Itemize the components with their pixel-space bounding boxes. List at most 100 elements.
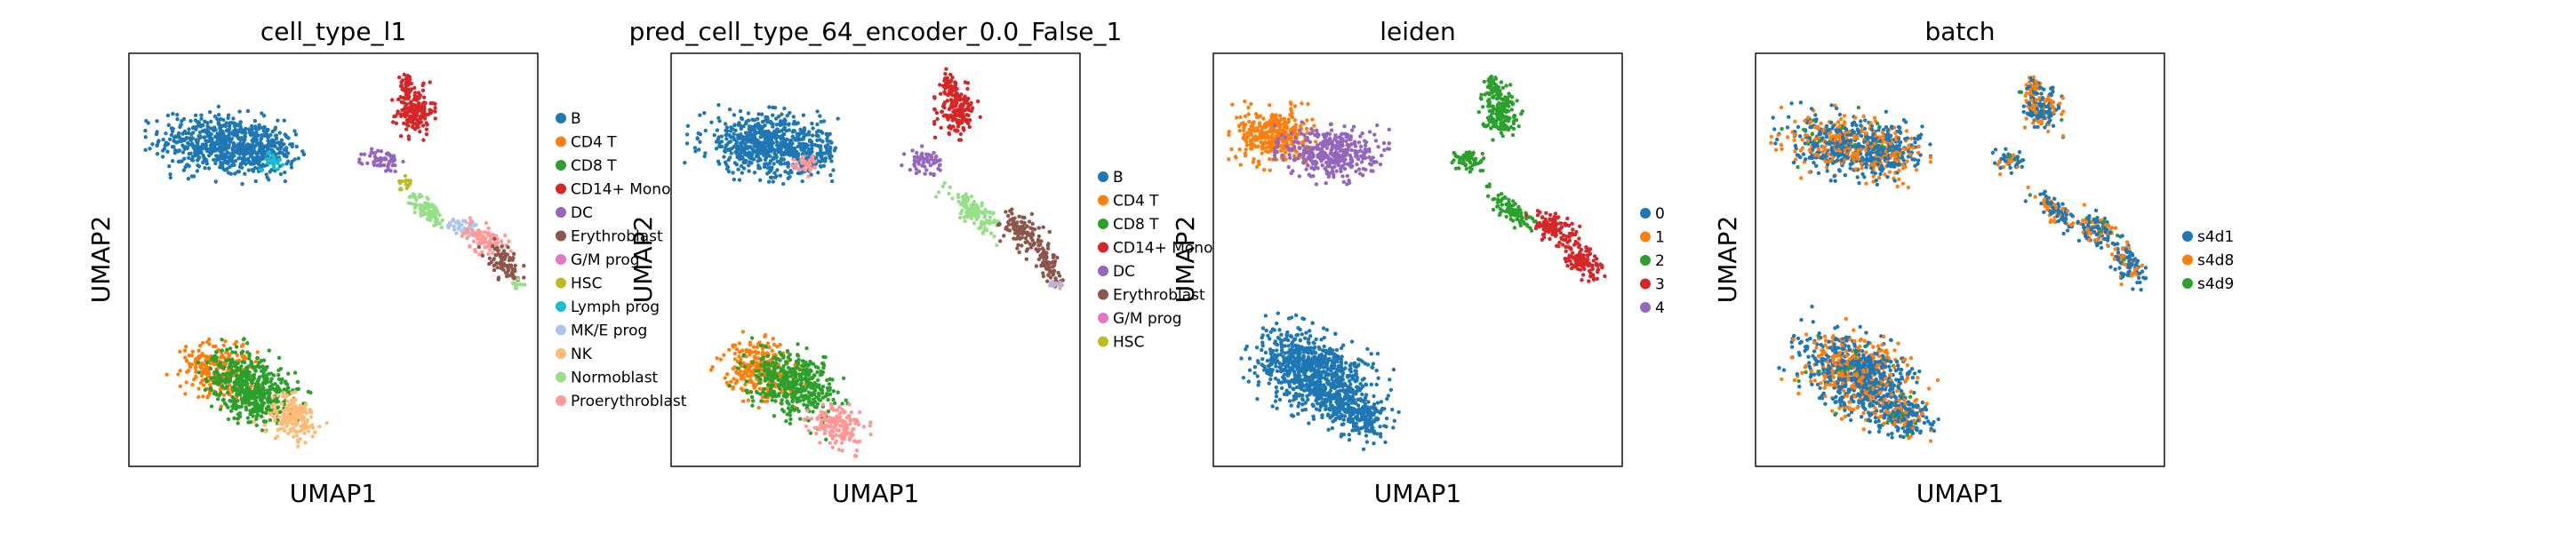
scatter-point xyxy=(252,388,257,394)
scatter-point xyxy=(225,128,230,132)
scatter-point xyxy=(1257,121,1262,125)
scatter-point xyxy=(1261,135,1267,139)
scatter-point xyxy=(473,230,477,235)
scatter-point xyxy=(171,126,175,131)
scatter-point xyxy=(226,379,230,384)
scatter-point xyxy=(482,241,486,245)
scatter-point xyxy=(439,225,444,230)
scatter-point xyxy=(1260,151,1264,155)
scatter-point xyxy=(1002,234,1006,238)
scatter-point xyxy=(369,150,373,155)
scatter-point xyxy=(471,239,476,243)
scatter-point xyxy=(847,437,852,442)
scatter-point xyxy=(988,231,994,235)
scatter-point xyxy=(276,418,280,422)
scatter-point xyxy=(176,372,180,377)
scatter-point xyxy=(195,139,199,144)
scatter-point xyxy=(717,119,722,123)
scatter-point xyxy=(495,245,500,251)
scatter-point xyxy=(718,357,723,362)
scatter-point xyxy=(218,379,222,385)
scatter-point xyxy=(457,222,461,227)
legend-marker xyxy=(556,113,566,123)
scatter-point xyxy=(1047,229,1052,235)
scatter-point xyxy=(776,365,780,370)
scatter-point xyxy=(796,378,800,383)
legend-entry: CD14+ Mono xyxy=(556,181,670,199)
scatter-point xyxy=(771,378,775,383)
scatter-point xyxy=(777,146,781,150)
scatter-point xyxy=(433,101,437,107)
scatter-point xyxy=(283,391,287,395)
scatter-point xyxy=(839,441,844,445)
scatter-point xyxy=(476,236,480,242)
scatter-point xyxy=(406,201,411,205)
scatter-point xyxy=(269,149,275,154)
scatter-point xyxy=(1244,147,1248,152)
scatter-point xyxy=(236,366,241,370)
scatter-point xyxy=(276,140,280,145)
scatter-point xyxy=(382,163,387,168)
scatter-point xyxy=(723,149,728,154)
scatter-point xyxy=(293,414,298,418)
scatter-point xyxy=(302,431,307,435)
scatter-point xyxy=(368,154,372,158)
scatter-point xyxy=(838,415,843,419)
scatter-point xyxy=(831,168,836,172)
scatter-point xyxy=(484,244,490,250)
scatter-point xyxy=(782,106,787,111)
scatter-point xyxy=(1243,114,1248,118)
scatter-point xyxy=(222,168,227,172)
scatter-point xyxy=(807,138,812,142)
scatter-point xyxy=(781,410,787,414)
scatter-point xyxy=(796,353,800,357)
scatter-point xyxy=(495,266,500,270)
scatter-point xyxy=(285,386,290,391)
scatter-point xyxy=(233,171,237,176)
scatter-point xyxy=(292,429,297,434)
scatter-point xyxy=(983,207,988,212)
scatter-point xyxy=(400,87,404,91)
scatter-point xyxy=(801,113,806,117)
scatter-point xyxy=(199,373,204,378)
scatter-point xyxy=(796,134,801,139)
scatter-point xyxy=(500,264,504,268)
scatter-point xyxy=(225,376,229,380)
scatter-point xyxy=(795,360,799,364)
scatter-point xyxy=(303,441,308,445)
scatter-point xyxy=(422,209,427,214)
scatter-point xyxy=(703,151,708,155)
scatter-point xyxy=(953,93,958,98)
legend-marker xyxy=(1098,266,1108,276)
scatter-point xyxy=(233,123,237,129)
scatter-point xyxy=(751,345,756,349)
scatter-point xyxy=(252,419,257,424)
scatter-point xyxy=(825,139,830,143)
scatter-point xyxy=(1249,124,1253,129)
scatter-point xyxy=(269,411,274,416)
scatter-point xyxy=(428,101,433,106)
scatter-point xyxy=(258,157,263,162)
scatter-point xyxy=(183,355,188,360)
scatter-point xyxy=(212,376,217,380)
scatter-point xyxy=(796,398,801,402)
scatter-point xyxy=(248,412,252,417)
scatter-point xyxy=(427,205,431,210)
scatter-point xyxy=(819,119,823,124)
scatter-point xyxy=(1268,168,1272,172)
scatter-point xyxy=(382,157,388,162)
scatter-point xyxy=(148,147,152,151)
scatter-point xyxy=(232,403,237,409)
legend-marker xyxy=(556,207,566,218)
scatter-point xyxy=(240,374,244,378)
scatter-point xyxy=(192,378,196,382)
scatter-point xyxy=(818,114,822,118)
scatter-point xyxy=(468,244,472,249)
scatter-point xyxy=(271,139,276,144)
scatter-point xyxy=(956,192,960,197)
scatter-point xyxy=(799,380,804,386)
scatter-point xyxy=(220,149,224,154)
scatter-point xyxy=(816,171,820,175)
scatter-point xyxy=(1310,117,1315,122)
scatter-point xyxy=(828,441,832,445)
